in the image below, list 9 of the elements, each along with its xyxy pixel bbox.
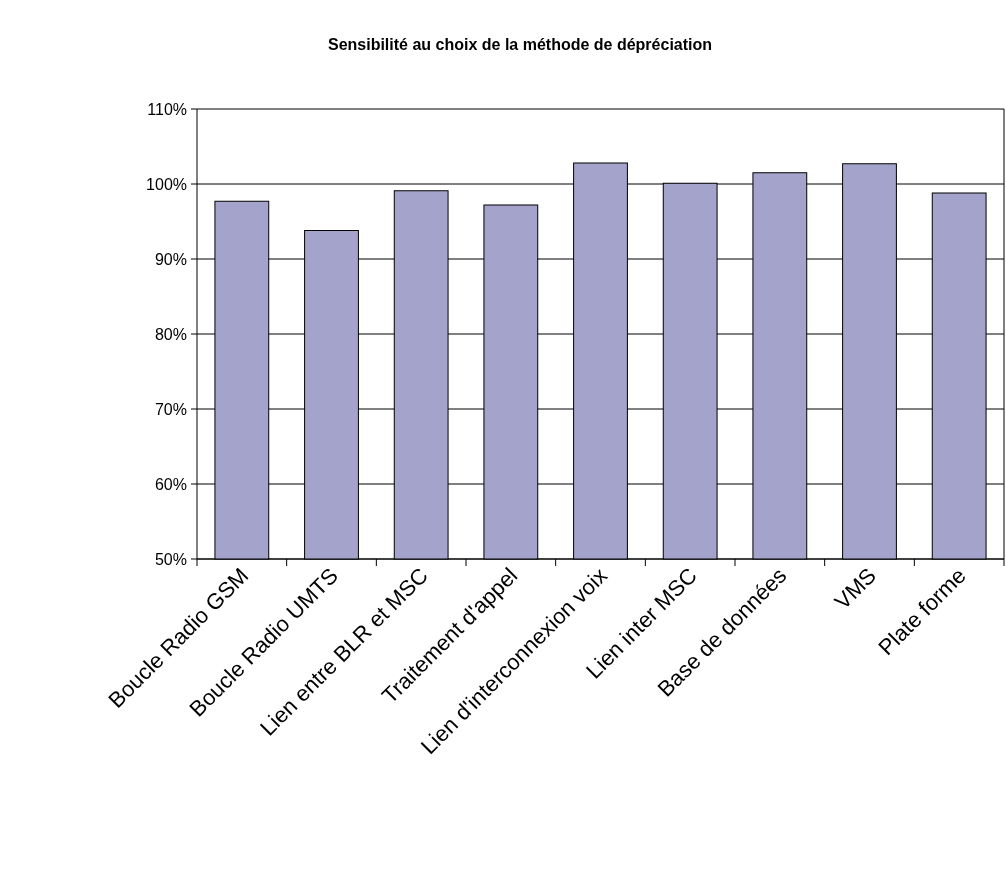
chart-title: Sensibilité au choix de la méthode de dépréciation [327, 36, 713, 53]
y-tick-label: 70% [154, 400, 187, 418]
y-tick-label: 90% [154, 250, 187, 268]
y-tick-label: 50% [154, 550, 187, 568]
y-tick-label: 60% [154, 475, 187, 493]
y-tick-label: 110% [147, 100, 187, 118]
x-tick-label: VMS [829, 562, 882, 615]
y-tick-label: 80% [154, 325, 187, 343]
y-tick-label: 100% [146, 175, 187, 193]
